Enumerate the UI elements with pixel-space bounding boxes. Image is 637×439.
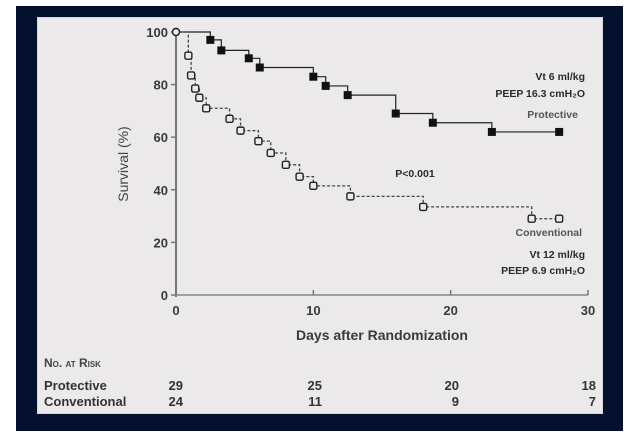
survival-step-line	[176, 31, 560, 220]
annotations: Vt 6 ml/kg PEEP 16.3 cmH₂O Protective P<…	[395, 71, 585, 277]
x-tick-label: 10	[306, 303, 320, 318]
protective-series-label: Protective	[527, 109, 578, 121]
risk-value: 24	[168, 394, 183, 409]
event-marker-open	[186, 71, 196, 80]
conventional-series-label: Conventional	[515, 227, 582, 239]
event-marker-filled	[244, 54, 253, 63]
event-marker-open	[527, 214, 536, 223]
y-tick-label: 40	[154, 183, 168, 198]
risk-value: 29	[168, 378, 183, 393]
event-marker-filled	[255, 63, 264, 72]
conventional-peep-annotation: PEEP 6.9 cmH₂O	[501, 265, 585, 277]
x-tick-label: 0	[172, 303, 179, 318]
risk-value: 7	[588, 394, 596, 409]
survival-step-line	[176, 31, 560, 133]
event-marker-filled	[487, 127, 496, 136]
risk-row-label: Protective	[44, 378, 107, 393]
risk-value: 25	[307, 378, 322, 393]
start-marker	[171, 27, 181, 37]
p-value-annotation: P<0.001	[395, 168, 435, 180]
protective-vt-annotation: Vt 6 ml/kg	[535, 71, 585, 83]
event-marker-open	[195, 93, 204, 102]
event-marker-filled	[321, 81, 330, 90]
event-marker-filled	[217, 46, 226, 55]
risk-value: 9	[451, 394, 459, 409]
y-tick-label: 100	[146, 25, 168, 40]
risk-value: 11	[308, 394, 322, 409]
axes: 0 20 40 60 80 100 0 10 20 30 Days after Randomiz…	[115, 25, 595, 343]
event-marker-open	[191, 84, 200, 93]
series-conventional	[171, 27, 564, 223]
event-marker-filled	[206, 35, 215, 44]
event-marker-open	[225, 114, 234, 123]
event-marker-open	[419, 202, 428, 212]
x-tick-label: 30	[581, 303, 595, 318]
chart-panel	[37, 17, 603, 414]
event-marker-open	[295, 172, 304, 181]
y-tick-label: 60	[154, 130, 168, 145]
event-marker-open	[554, 214, 564, 223]
risk-table-header: No. at Risk	[44, 356, 101, 370]
y-tick-label: 0	[161, 288, 168, 303]
event-marker-open	[346, 192, 355, 201]
event-marker-filled	[309, 72, 318, 81]
event-marker-open	[281, 160, 291, 170]
event-marker-open	[202, 104, 211, 113]
x-tick-label: 20	[443, 303, 457, 318]
y-tick-label: 80	[154, 78, 168, 93]
event-marker-open	[184, 51, 193, 60]
risk-value: 18	[581, 378, 596, 393]
protective-peep-annotation: PEEP 16.3 cmH₂O	[495, 88, 585, 100]
x-axis-title: Days after Randomization	[296, 327, 468, 343]
y-axis-title: Survival (%)	[115, 126, 131, 201]
event-marker-open	[236, 126, 245, 135]
x-ticks: 0 10 20 30	[172, 290, 595, 318]
event-marker-open	[254, 136, 263, 146]
y-tick-label: 20	[154, 235, 168, 250]
risk-row-label: Conventional	[44, 394, 127, 409]
conventional-vt-annotation: Vt 12 ml/kg	[530, 249, 585, 261]
event-marker-filled	[391, 109, 400, 118]
event-marker-filled	[555, 127, 564, 136]
risk-value: 20	[444, 378, 459, 393]
event-marker-open	[266, 148, 275, 158]
y-ticks: 0 20 40 60 80 100	[146, 25, 176, 303]
event-marker-filled	[343, 91, 352, 100]
event-marker-open	[309, 181, 318, 191]
series-layer	[171, 27, 564, 223]
event-marker-filled	[428, 118, 437, 127]
